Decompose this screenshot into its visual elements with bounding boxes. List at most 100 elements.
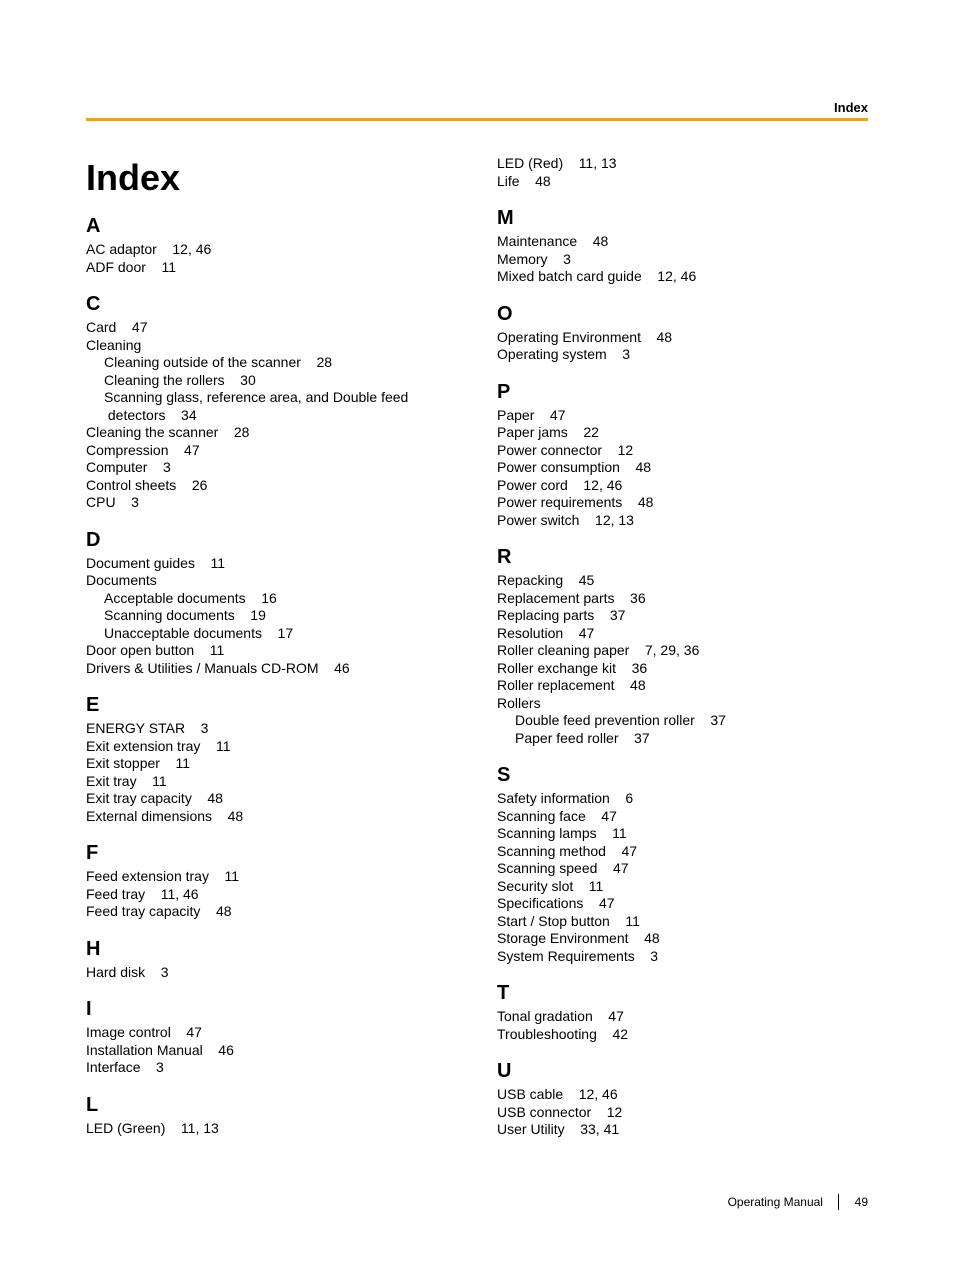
index-entry[interactable]: Rollers <box>497 695 868 713</box>
index-entry[interactable]: Paper feed roller 37 <box>497 730 868 748</box>
index-entry[interactable]: LED (Red) 11, 13 <box>497 155 868 173</box>
footer: Operating Manual 49 <box>728 1194 868 1210</box>
index-entry[interactable]: Cleaning outside of the scanner 28 <box>86 354 457 372</box>
section-letter: P <box>497 380 868 405</box>
index-entry[interactable]: Scanning documents 19 <box>86 607 457 625</box>
index-section-h: HHard disk 3 <box>86 937 457 982</box>
section-letter: S <box>497 763 868 788</box>
index-section-s: SSafety information 6Scanning face 47Sca… <box>497 763 868 965</box>
index-entry[interactable]: ENERGY STAR 3 <box>86 720 457 738</box>
section-letter: C <box>86 292 457 317</box>
index-entry[interactable]: Roller exchange kit 36 <box>497 660 868 678</box>
index-entry[interactable]: Roller replacement 48 <box>497 677 868 695</box>
index-entry[interactable]: External dimensions 48 <box>86 808 457 826</box>
index-entry[interactable]: Cleaning the scanner 28 <box>86 424 457 442</box>
index-entry[interactable]: Feed tray 11, 46 <box>86 886 457 904</box>
index-entry[interactable]: LED (Green) 11, 13 <box>86 1120 457 1138</box>
index-entry[interactable]: AC adaptor 12, 46 <box>86 241 457 259</box>
index-entry[interactable]: Start / Stop button 11 <box>497 913 868 931</box>
footer-label: Operating Manual <box>728 1195 823 1209</box>
section-letter: D <box>86 528 457 553</box>
index-entry[interactable]: Unacceptable documents 17 <box>86 625 457 643</box>
index-entry[interactable]: Scanning lamps 11 <box>497 825 868 843</box>
index-entry[interactable]: Paper 47 <box>497 407 868 425</box>
index-section-a: A AC adaptor 12, 46ADF door 11 <box>86 214 457 276</box>
index-entry[interactable]: Document guides 11 <box>86 555 457 573</box>
index-entry[interactable]: Card 47 <box>86 319 457 337</box>
index-entry[interactable]: Troubleshooting 42 <box>497 1026 868 1044</box>
index-entry[interactable]: Documents <box>86 572 457 590</box>
section-letter: T <box>497 981 868 1006</box>
section-letter: E <box>86 693 457 718</box>
index-entry[interactable]: Storage Environment 48 <box>497 930 868 948</box>
section-letter: A <box>86 214 457 239</box>
index-section-r: R Repacking 45Replacement parts 36Replaci… <box>497 545 868 747</box>
index-entry[interactable]: Exit extension tray 11 <box>86 738 457 756</box>
index-entry[interactable]: Security slot 11 <box>497 878 868 896</box>
index-entry[interactable]: CPU 3 <box>86 494 457 512</box>
index-entry[interactable]: Feed extension tray 11 <box>86 868 457 886</box>
index-entry[interactable]: Memory 3 <box>497 251 868 269</box>
section-letter: L <box>86 1093 457 1118</box>
index-entry[interactable]: Control sheets 26 <box>86 477 457 495</box>
index-entry[interactable]: Double feed prevention roller 37 <box>497 712 868 730</box>
index-entry[interactable]: Compression 47 <box>86 442 457 460</box>
index-entry[interactable]: User Utility 33, 41 <box>497 1121 868 1139</box>
index-entry[interactable]: Repacking 45 <box>497 572 868 590</box>
index-section-d: D Document guides 11DocumentsAcceptable d… <box>86 528 457 678</box>
index-entry[interactable]: Replacement parts 36 <box>497 590 868 608</box>
index-entry[interactable]: Exit stopper 11 <box>86 755 457 773</box>
index-section-p: P Paper 47Paper jams 22Power connector 12… <box>497 380 868 530</box>
index-entry[interactable]: Power cord 12, 46 <box>497 477 868 495</box>
page-title: Index <box>86 155 457 200</box>
index-entry[interactable]: Image control 47 <box>86 1024 457 1042</box>
index-entry[interactable]: Scanning face 47 <box>497 808 868 826</box>
index-entry[interactable]: Safety information 6 <box>497 790 868 808</box>
index-entry[interactable]: Interface 3 <box>86 1059 457 1077</box>
index-entry[interactable]: Power requirements 48 <box>497 494 868 512</box>
index-section-o: OOperating Environment 48Operating syste… <box>497 302 868 364</box>
index-entry[interactable]: Cleaning the rollers 30 <box>86 372 457 390</box>
index-entry[interactable]: Scanning speed 47 <box>497 860 868 878</box>
index-entry[interactable]: Exit tray capacity 48 <box>86 790 457 808</box>
index-entry[interactable]: Replacing parts 37 <box>497 607 868 625</box>
index-entry[interactable]: Roller cleaning paper 7, 29, 36 <box>497 642 868 660</box>
index-entry[interactable]: Maintenance 48 <box>497 233 868 251</box>
index-entry[interactable]: Feed tray capacity 48 <box>86 903 457 921</box>
index-entry[interactable]: Tonal gradation 47 <box>497 1008 868 1026</box>
section-letter: R <box>497 545 868 570</box>
index-entry[interactable]: Operating Environment 48 <box>497 329 868 347</box>
index-entry[interactable]: Computer 3 <box>86 459 457 477</box>
index-entry[interactable]: Scanning method 47 <box>497 843 868 861</box>
index-entry[interactable]: Door open button 11 <box>86 642 457 660</box>
index-entry[interactable]: USB cable 12, 46 <box>497 1086 868 1104</box>
index-entry[interactable]: USB connector 12 <box>497 1104 868 1122</box>
index-entry[interactable]: Resolution 47 <box>497 625 868 643</box>
index-entry[interactable]: Mixed batch card guide 12, 46 <box>497 268 868 286</box>
page: Index A AC adaptor 12, 46ADF door 11 C Card… <box>0 0 954 1195</box>
index-section-c: C Card 47CleaningCleaning outside of the … <box>86 292 457 512</box>
index-entry[interactable]: Power switch 12, 13 <box>497 512 868 530</box>
index-entry[interactable]: Hard disk 3 <box>86 964 457 982</box>
index-entry[interactable]: Specifications 47 <box>497 895 868 913</box>
index-entry[interactable]: Exit tray 11 <box>86 773 457 791</box>
index-entry[interactable]: ADF door 11 <box>86 259 457 277</box>
section-letter: I <box>86 997 457 1022</box>
index-entry[interactable]: Life 48 <box>497 173 868 191</box>
index-entry[interactable]: Cleaning <box>86 337 457 355</box>
index-entry[interactable]: Scanning glass, reference area, and Doub… <box>86 389 457 407</box>
index-entry[interactable]: Paper jams 22 <box>497 424 868 442</box>
column-left: Index A AC adaptor 12, 46ADF door 11 C Card… <box>86 155 457 1155</box>
content-columns: Index A AC adaptor 12, 46ADF door 11 C Card… <box>86 155 868 1155</box>
index-entry[interactable]: Acceptable documents 16 <box>86 590 457 608</box>
column-right: LED (Red) 11, 13Life 48 MMaintenance 48M… <box>497 155 868 1155</box>
index-section-t: T Tonal gradation 47Troubleshooting 42 <box>497 981 868 1043</box>
index-section-e: EENERGY STAR 3Exit extension tray 11Exit… <box>86 693 457 825</box>
index-entry[interactable]: Power connector 12 <box>497 442 868 460</box>
index-entry[interactable]: Drivers & Utilities / Manuals CD-ROM 46 <box>86 660 457 678</box>
index-entry[interactable]: Installation Manual 46 <box>86 1042 457 1060</box>
index-entry[interactable]: detectors 34 <box>86 407 457 425</box>
index-entry[interactable]: System Requirements 3 <box>497 948 868 966</box>
index-entry[interactable]: Operating system 3 <box>497 346 868 364</box>
index-entry[interactable]: Power consumption 48 <box>497 459 868 477</box>
